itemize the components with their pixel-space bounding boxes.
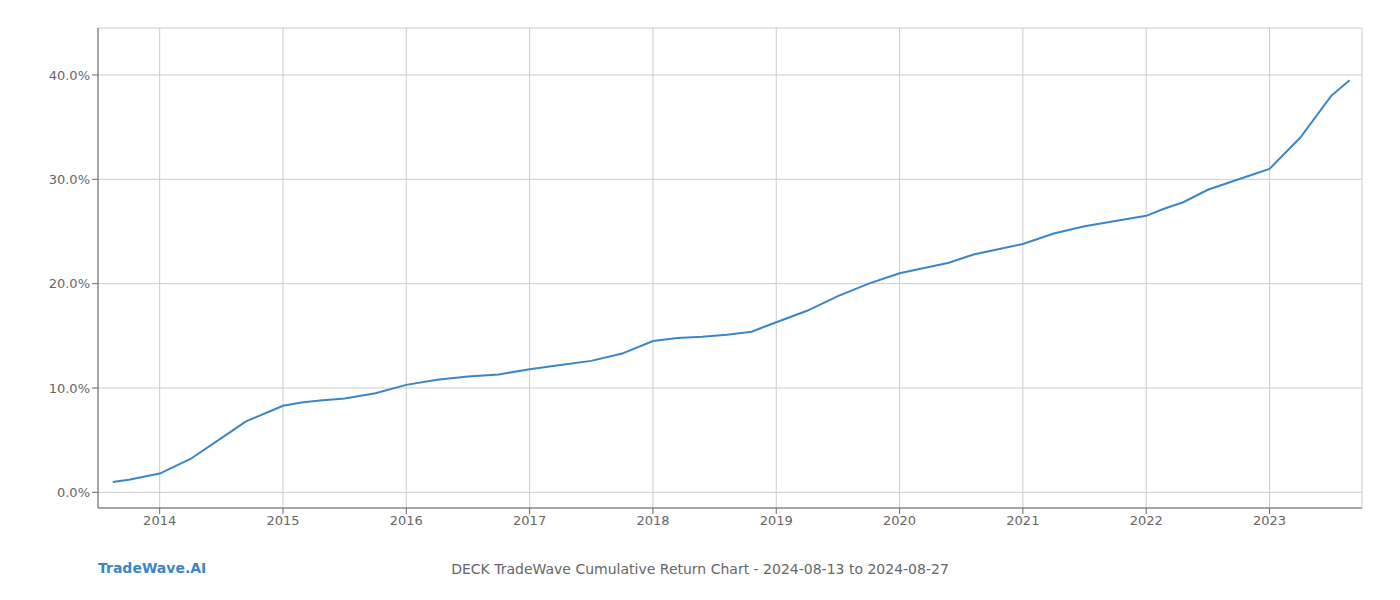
svg-text:30.0%: 30.0% bbox=[49, 172, 90, 187]
svg-text:0.0%: 0.0% bbox=[57, 485, 90, 500]
svg-text:2022: 2022 bbox=[1130, 513, 1163, 528]
svg-text:40.0%: 40.0% bbox=[49, 68, 90, 83]
html-text:TradeWave.AI: TradeWave.AI bbox=[98, 560, 207, 576]
svg-text:2019: 2019 bbox=[760, 513, 793, 528]
svg-text:2017: 2017 bbox=[513, 513, 546, 528]
svg-text:2021: 2021 bbox=[1006, 513, 1039, 528]
svg-text:2023: 2023 bbox=[1253, 513, 1286, 528]
svg-text:2020: 2020 bbox=[883, 513, 916, 528]
svg-text:2014: 2014 bbox=[143, 513, 176, 528]
svg-text:2018: 2018 bbox=[636, 513, 669, 528]
html-text:DECK TradeWave Cumulative Retu: DECK TradeWave Cumulative Return Chart -… bbox=[451, 561, 949, 577]
svg-text:2016: 2016 bbox=[390, 513, 423, 528]
svg-text:2015: 2015 bbox=[266, 513, 299, 528]
svg-text:20.0%: 20.0% bbox=[49, 276, 90, 291]
svg-text:10.0%: 10.0% bbox=[49, 381, 90, 396]
